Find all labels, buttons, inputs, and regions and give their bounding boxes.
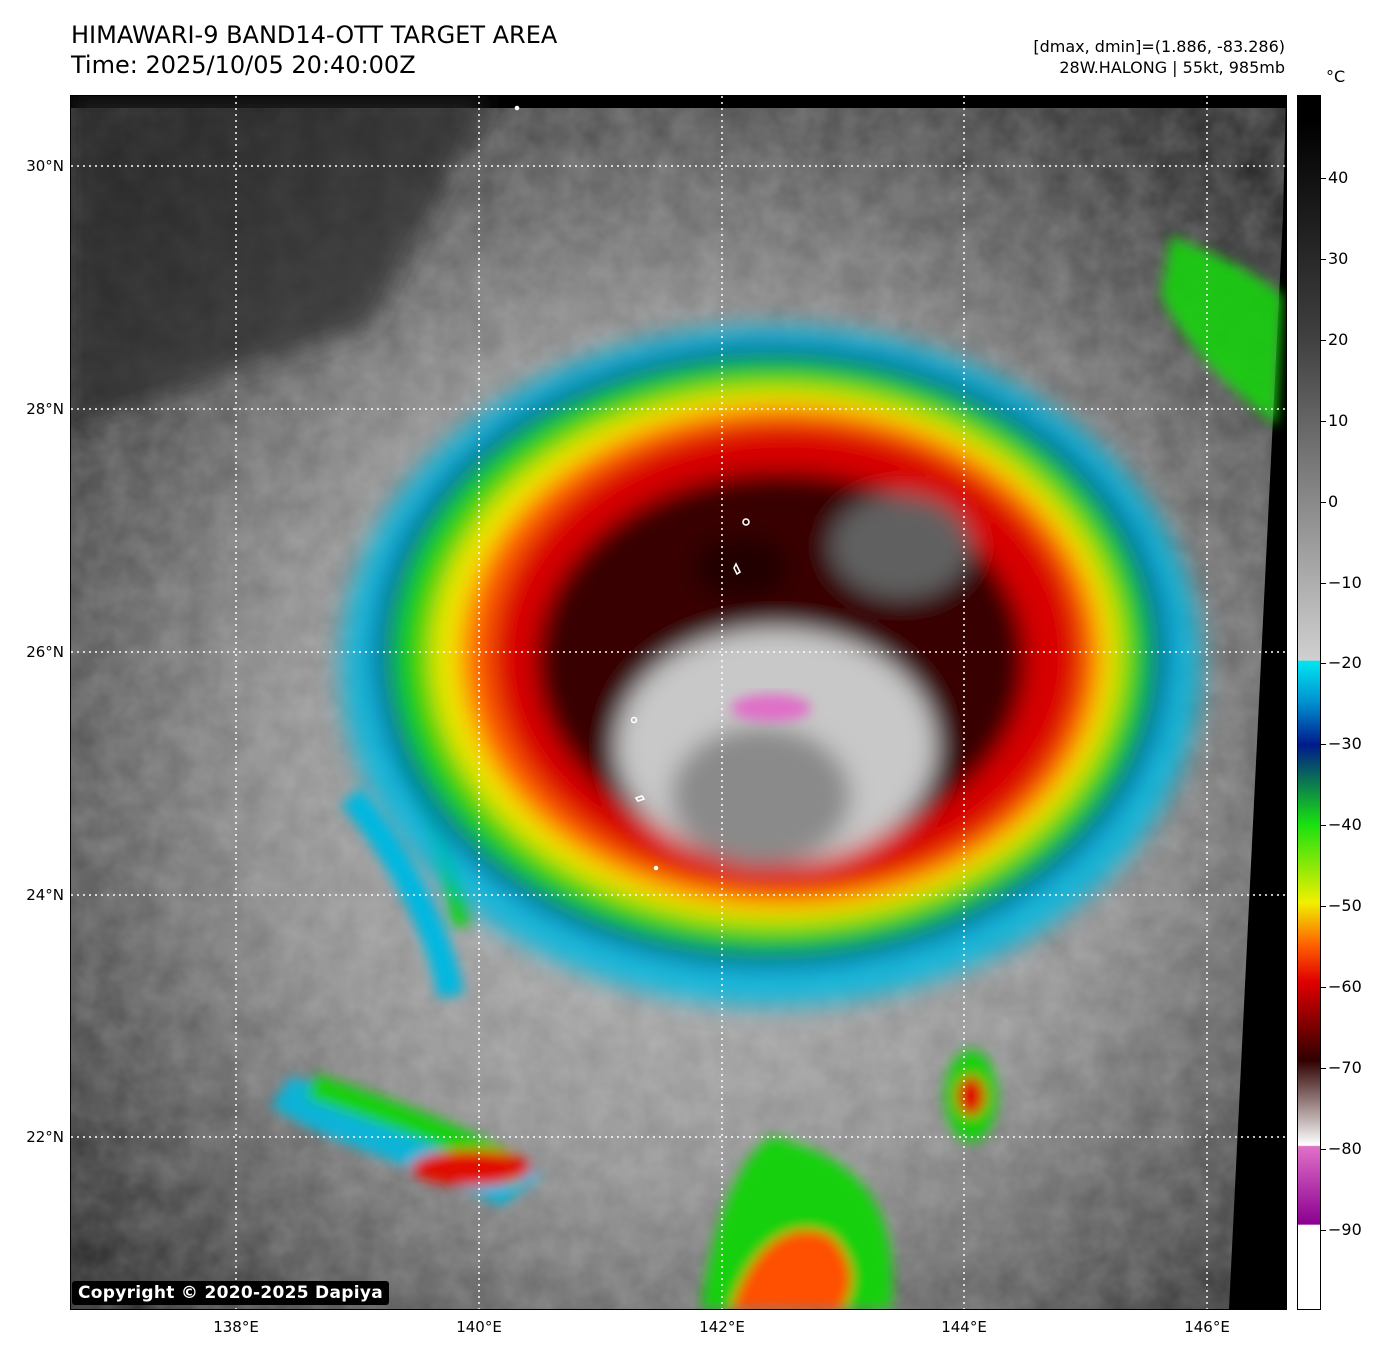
lat-label-22n: 22°N — [26, 1128, 64, 1146]
colorbar-tick-label: 0 — [1328, 492, 1339, 511]
colorbar-tick-mark — [1321, 259, 1326, 260]
colorbar-tick-mark — [1321, 987, 1326, 988]
colorbar-tick-mark — [1321, 1149, 1326, 1150]
colorbar-tick-mark — [1321, 906, 1326, 907]
colorbar-tick-label: 40 — [1328, 168, 1349, 187]
colorbar-tick-label: 20 — [1328, 330, 1349, 349]
lon-label-140e: 140°E — [456, 1318, 502, 1336]
lon-label-146e: 146°E — [1184, 1318, 1230, 1336]
colorbar-tick-mark — [1321, 178, 1326, 179]
lon-label-144e: 144°E — [941, 1318, 987, 1336]
colorbar-tick-mark — [1321, 583, 1326, 584]
colorbar-tick-mark — [1321, 1068, 1326, 1069]
figure-title: HIMAWARI-9 BAND14-OTT TARGET AREA Time: … — [71, 20, 557, 80]
storm-info: [dmax, dmin]=(1.886, -83.286) 28W.HALONG… — [1033, 36, 1285, 78]
colorbar-tick-mark — [1321, 825, 1326, 826]
colorbar-tick-label: −90 — [1328, 1220, 1362, 1239]
colorbar-tick-label: 10 — [1328, 411, 1349, 430]
colorbar-tick-label: −50 — [1328, 896, 1362, 915]
colorbar-tick-label: −60 — [1328, 977, 1362, 996]
satellite-imagery-canvas — [71, 96, 1286, 1309]
colorbar-tick-mark — [1321, 502, 1326, 503]
lat-label-28n: 28°N — [26, 400, 64, 418]
title-time: Time: 2025/10/05 20:40:00Z — [71, 51, 416, 79]
colorbar-tick-label: 30 — [1328, 249, 1349, 268]
colorbar — [1297, 95, 1321, 1310]
colorbar-tick-mark — [1321, 421, 1326, 422]
lat-label-26n: 26°N — [26, 643, 64, 661]
storm-label: 28W.HALONG | 55kt, 985mb — [1059, 58, 1285, 77]
colorbar-tick-mark — [1321, 1230, 1326, 1231]
colorbar-tick-label: −40 — [1328, 815, 1362, 834]
colorbar-tick-label: −80 — [1328, 1139, 1362, 1158]
data-range-label: [dmax, dmin]=(1.886, -83.286) — [1033, 37, 1285, 56]
lon-label-142e: 142°E — [699, 1318, 745, 1336]
colorbar-tick-label: −70 — [1328, 1058, 1362, 1077]
satellite-image — [70, 95, 1287, 1310]
title-product: HIMAWARI-9 BAND14-OTT TARGET AREA — [71, 21, 558, 49]
colorbar-tick-mark — [1321, 663, 1326, 664]
copyright-label: Copyright © 2020-2025 Dapiya — [72, 1281, 389, 1305]
lon-label-138e: 138°E — [213, 1318, 259, 1336]
colorbar-tick-mark — [1321, 340, 1326, 341]
colorbar-unit: °C — [1326, 67, 1346, 86]
colorbar-tick-label: −10 — [1328, 573, 1362, 592]
colorbar-tick-mark — [1321, 744, 1326, 745]
lat-label-30n: 30°N — [26, 157, 64, 175]
colorbar-tick-label: −30 — [1328, 734, 1362, 753]
lat-label-24n: 24°N — [26, 886, 64, 904]
colorbar-tick-label: −20 — [1328, 653, 1362, 672]
